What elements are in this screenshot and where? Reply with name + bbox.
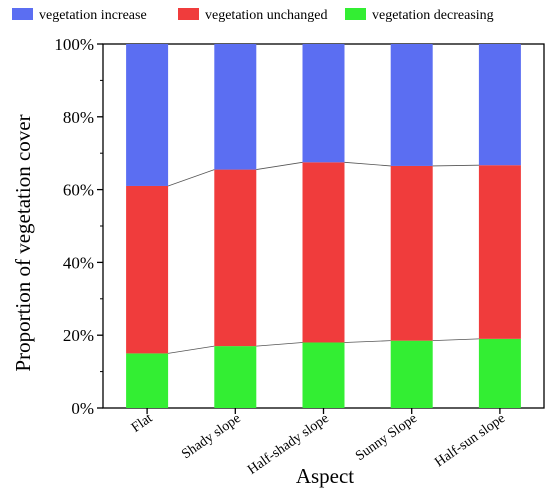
y-axis: 0% 20% 40% 60% 80% 100% [54,35,103,418]
bar-vegetation-increase-0 [126,44,169,186]
bar-vegetation-decreasing-4 [478,338,521,408]
x-tick-label: Shady slope [179,411,243,462]
y-tick-label: 0% [71,399,94,418]
bar-vegetation-decreasing-2 [302,342,345,408]
legend-label: vegetation decreasing [372,8,494,23]
legend-swatch [178,8,199,20]
bar-vegetation-unchanged-0 [126,185,169,354]
bar-vegetation-increase-1 [214,44,257,170]
bar-vegetation-unchanged-1 [214,169,257,347]
legend-swatch [12,8,33,20]
bar-vegetation-decreasing-0 [126,353,169,408]
y-tick-label: 100% [54,35,94,54]
legend-label: vegetation increase [39,8,147,23]
y-axis-title: Proportion of vegetation cover [11,114,35,371]
bar-vegetation-increase-4 [478,44,521,166]
connector-line [344,340,391,343]
bar-vegetation-decreasing-3 [390,340,433,408]
y-tick-label: 40% [63,253,94,272]
legend-label: vegetation unchanged [205,8,327,23]
bar-vegetation-unchanged-3 [390,165,433,341]
connector-line [168,345,215,354]
plot-area [102,43,545,409]
bar-vegetation-increase-2 [302,44,345,163]
x-tick-label: Half-sun slope [432,411,508,470]
bar-vegetation-decreasing-1 [214,346,257,408]
connector-line [167,169,215,187]
bar-vegetation-increase-3 [390,44,433,166]
connector-line [256,342,303,347]
legend: vegetation increase vegetation unchanged v… [12,8,494,23]
x-tick-label: Flat [129,411,156,436]
y-tick-label: 60% [63,181,94,200]
y-tick-label: 20% [63,326,94,345]
x-axis-title: Aspect [296,464,354,488]
connector-line [256,161,303,170]
connector-line [432,338,479,342]
x-tick-label: Sunny Slope [353,411,420,464]
connector-line [344,161,391,167]
legend-swatch [345,8,366,20]
bar-vegetation-unchanged-2 [302,162,345,343]
bar-vegetation-unchanged-4 [478,165,521,339]
connector-line [432,164,479,167]
y-tick-label: 80% [63,108,94,127]
